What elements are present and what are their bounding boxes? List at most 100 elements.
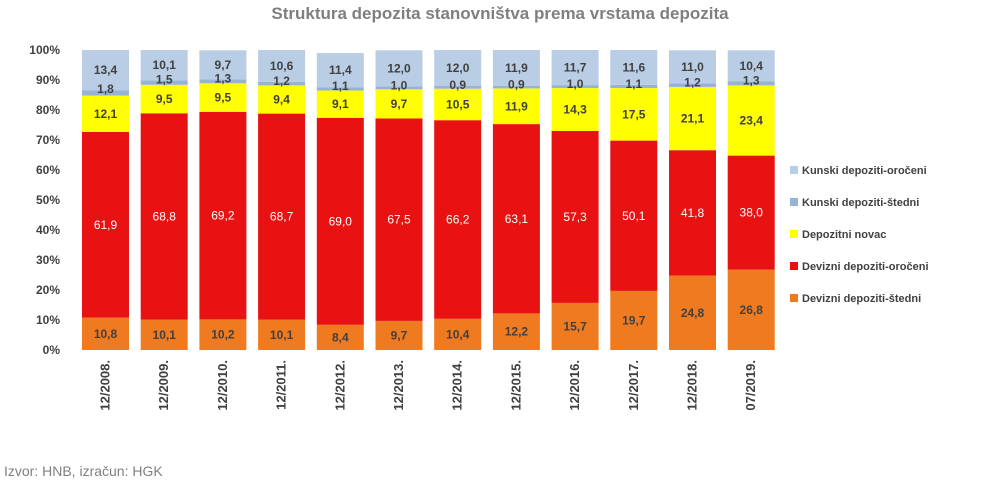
bar-segment: [434, 86, 482, 89]
data-label: 17,5: [622, 107, 646, 121]
y-tick-label: 80%: [36, 103, 60, 117]
data-label: 1,8: [97, 82, 114, 96]
bar-segment: [434, 318, 482, 350]
bar-segment: [199, 111, 247, 320]
data-label: 12,0: [446, 61, 470, 75]
data-label: 8,4: [332, 330, 349, 344]
bar-segment: [610, 50, 658, 85]
data-label: 1,1: [625, 77, 642, 91]
legend-swatch: [790, 262, 798, 270]
data-label: 9,5: [156, 92, 173, 106]
chart-title: Struktura depozita stanovništva prema vr…: [271, 4, 729, 23]
data-label: 15,7: [563, 319, 587, 333]
bar-segment: [434, 50, 482, 86]
bar-segment: [375, 50, 423, 87]
data-label: 21,1: [681, 112, 705, 126]
y-tick-label: 0%: [43, 343, 61, 357]
data-label: 9,4: [273, 93, 290, 107]
data-label: 1,3: [215, 71, 232, 85]
x-tick-label: 12/2016.: [567, 360, 582, 411]
bar-segment: [551, 85, 599, 89]
data-label: 19,7: [622, 313, 646, 327]
legend-label: Kunski depoziti-štedni: [802, 197, 919, 209]
data-label: 57,3: [563, 210, 587, 224]
bar-segment: [492, 50, 540, 86]
bar-segment: [140, 84, 188, 114]
data-label: 26,8: [740, 303, 764, 317]
data-label: 9,5: [215, 91, 232, 105]
data-label: 0,9: [508, 78, 525, 92]
data-label: 10,1: [153, 58, 177, 72]
data-label: 1,3: [743, 74, 760, 88]
y-tick-label: 70%: [36, 133, 60, 147]
bar-segment: [610, 290, 658, 350]
x-tick-label: 12/2011.: [274, 360, 289, 410]
data-label: 69,2: [211, 209, 235, 223]
bar-segment: [375, 86, 423, 90]
x-tick-label: 12/2018.: [685, 360, 700, 411]
data-label: 11,4: [329, 63, 352, 77]
data-label: 1,1: [332, 79, 349, 93]
bar-segment: [258, 81, 306, 86]
bar-segment: [727, 50, 775, 82]
data-label: 68,8: [153, 210, 177, 224]
data-label: 24,8: [681, 306, 705, 320]
bar-segment: [258, 85, 306, 114]
data-label: 11,0: [681, 60, 704, 74]
data-label: 11,9: [505, 99, 528, 113]
data-label: 9,1: [332, 97, 349, 111]
data-label: 14,3: [563, 103, 587, 117]
legend-swatch: [790, 166, 798, 174]
x-tick-label: 12/2010.: [215, 360, 230, 411]
x-tick-label: 12/2017.: [626, 360, 641, 411]
x-tick-label: 07/2019.: [743, 360, 758, 411]
bar-segment: [610, 84, 658, 89]
data-label: 1,5: [156, 72, 173, 86]
x-tick-label: 12/2008.: [98, 360, 113, 411]
data-label: 61,9: [94, 218, 118, 232]
bar-segment: [669, 86, 716, 151]
bar-segment: [492, 88, 540, 125]
bar-segment: [258, 50, 306, 82]
bar-segment: [199, 50, 247, 80]
data-label: 13,4: [94, 63, 118, 77]
x-tick-label: 12/2015.: [508, 360, 523, 411]
bar-segment: [316, 87, 364, 91]
legend-swatch: [790, 294, 798, 302]
bar-segment: [199, 319, 247, 350]
bar-segment: [140, 80, 188, 85]
data-label: 10,5: [446, 97, 470, 111]
data-label: 10,4: [740, 59, 764, 73]
bar-segment: [727, 155, 775, 270]
bar-segment: [610, 140, 658, 291]
bar-segment: [669, 83, 716, 87]
bar-segment: [492, 124, 540, 314]
data-label: 12,0: [387, 61, 411, 75]
y-axis: 0% 10% 20% 30% 40% 50% 60% 70% 80% 90% 100%: [29, 43, 60, 357]
legend-label: Depozitni novac: [802, 229, 886, 241]
x-tick-label: 12/2009.: [156, 360, 171, 411]
bar-segment: [375, 118, 423, 321]
x-tick-label: 12/2014.: [450, 360, 465, 411]
legend-label: Devizni depoziti-oročeni: [802, 261, 929, 273]
bar-segment: [82, 95, 129, 132]
data-label: 11,7: [564, 61, 587, 75]
bar-segment: [610, 88, 658, 141]
bar-segment: [669, 50, 716, 84]
bar-segment: [140, 113, 188, 320]
y-tick-label: 100%: [29, 43, 60, 57]
data-label: 67,5: [387, 213, 411, 227]
bar-segment: [316, 90, 364, 118]
bar-segment: [669, 150, 716, 276]
data-label: 50,1: [622, 209, 646, 223]
y-tick-label: 20%: [36, 283, 60, 297]
y-tick-label: 40%: [36, 223, 60, 237]
bar-segment: [551, 50, 599, 86]
data-label: 23,4: [740, 114, 764, 128]
bar-segment: [434, 88, 482, 121]
bar-segment: [375, 320, 423, 350]
bar-segment: [258, 113, 306, 320]
data-label: 1,2: [273, 74, 290, 88]
legend-swatch: [790, 230, 798, 238]
